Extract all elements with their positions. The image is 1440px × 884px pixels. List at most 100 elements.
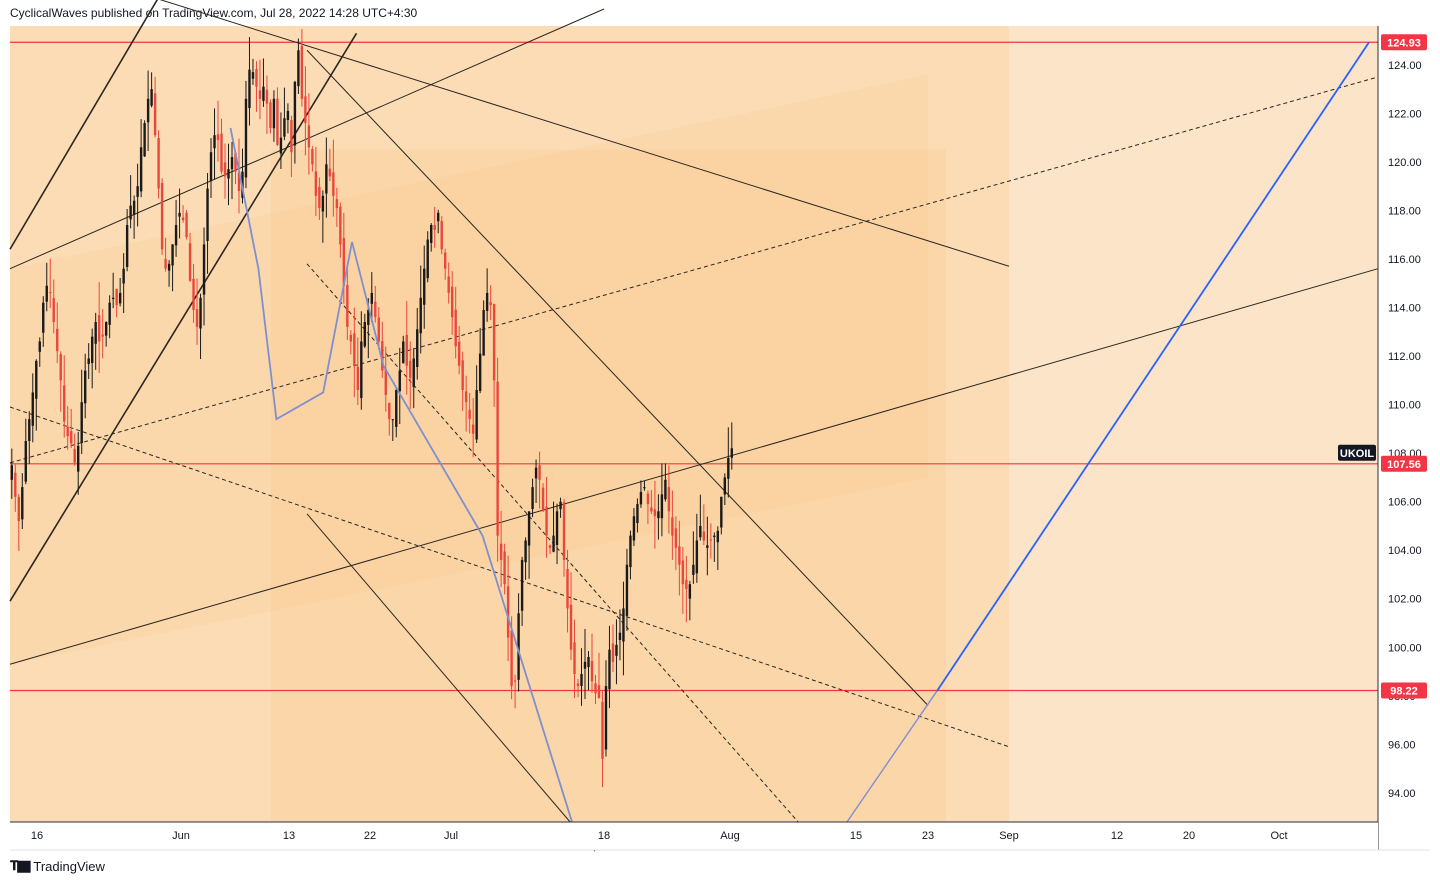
candle	[409, 341, 412, 409]
candle-body	[90, 336, 94, 364]
candle-body	[49, 292, 52, 294]
candle-body	[517, 613, 520, 680]
candle-body	[346, 285, 349, 327]
projection-start-segment	[846, 690, 938, 823]
candle-body	[618, 632, 622, 641]
candle	[412, 347, 415, 409]
candle-body	[727, 457, 730, 479]
candle-body	[237, 172, 241, 192]
candle	[80, 369, 83, 455]
candle-body	[192, 278, 195, 310]
candle-body	[485, 292, 489, 311]
candle-body	[475, 390, 478, 440]
candle	[531, 478, 534, 518]
candle-body	[136, 186, 139, 197]
projection-line	[936, 41, 1370, 692]
candle	[290, 115, 293, 177]
candle	[374, 285, 377, 323]
candle	[328, 148, 332, 181]
candle	[377, 307, 380, 350]
candle-body	[111, 297, 115, 300]
candle-body	[674, 528, 678, 548]
price-tick-label: 116.00	[1388, 254, 1421, 266]
candle	[478, 327, 482, 394]
candle-body	[468, 409, 471, 420]
candle	[713, 532, 716, 562]
symbol-tag	[1338, 444, 1376, 461]
candle-body	[720, 496, 723, 528]
candle-body	[405, 334, 408, 366]
candle-body	[625, 564, 629, 616]
price-tick-label: 120.00	[1388, 157, 1422, 169]
candle	[318, 177, 321, 220]
candle	[437, 209, 440, 234]
candle	[206, 173, 209, 274]
candle-body	[709, 539, 713, 541]
candle-body	[377, 317, 380, 342]
candle-body	[314, 171, 318, 196]
candle-body	[293, 81, 297, 146]
candle	[513, 674, 517, 709]
candle	[181, 205, 185, 223]
candle-body	[262, 86, 265, 101]
candle	[524, 537, 527, 580]
candle-body	[118, 292, 122, 304]
candle	[468, 392, 471, 434]
candle	[300, 29, 304, 107]
candle	[471, 397, 475, 458]
candle-body	[524, 540, 527, 563]
candle	[678, 520, 681, 596]
candle-body	[695, 540, 699, 574]
candle	[209, 138, 213, 199]
level-price-tag-text: 107.56	[1387, 459, 1421, 471]
candle-body	[188, 243, 192, 281]
publish-header: CyclicalWaves published on TradingView.c…	[10, 6, 417, 20]
candle-body	[286, 110, 290, 121]
candle-body	[157, 138, 160, 189]
candle	[332, 139, 335, 217]
price-tick-label: 104.00	[1388, 545, 1422, 557]
candle-body	[706, 545, 709, 548]
price-tick-label: 112.00	[1388, 351, 1421, 363]
candle-body	[513, 680, 517, 682]
candle-body	[671, 517, 674, 536]
candle-body	[104, 322, 108, 336]
candle-body	[559, 501, 562, 510]
candle	[489, 285, 492, 321]
candle-body	[681, 560, 685, 585]
candle	[153, 76, 157, 138]
candle	[220, 118, 223, 175]
candle-body	[244, 98, 248, 178]
candle	[454, 286, 457, 359]
candle-body	[562, 502, 566, 560]
candle	[59, 351, 62, 412]
candle-body	[28, 419, 31, 442]
candle-body	[416, 329, 419, 367]
candle	[601, 691, 604, 788]
candle-body	[471, 424, 475, 434]
candle	[660, 463, 664, 537]
candle-body	[185, 212, 188, 238]
candle-body	[328, 168, 332, 177]
candle	[293, 80, 297, 164]
time-tick-label: 23	[922, 830, 934, 842]
candle	[265, 75, 269, 135]
level-price-tag-text: 98.22	[1390, 685, 1418, 697]
candle	[440, 216, 443, 255]
candle-body	[94, 322, 97, 344]
candle-body	[171, 244, 174, 266]
candle	[157, 130, 160, 199]
candle-body	[457, 341, 461, 366]
candle-body	[374, 301, 377, 318]
candle	[227, 143, 230, 206]
candle-body	[125, 225, 129, 267]
candle	[115, 288, 118, 318]
candle	[573, 619, 576, 698]
candle	[416, 307, 419, 380]
candle	[353, 307, 356, 398]
candle-body	[108, 302, 111, 325]
dashed-descending-mid	[9, 406, 1010, 748]
candle	[552, 501, 555, 553]
candle	[664, 463, 667, 502]
